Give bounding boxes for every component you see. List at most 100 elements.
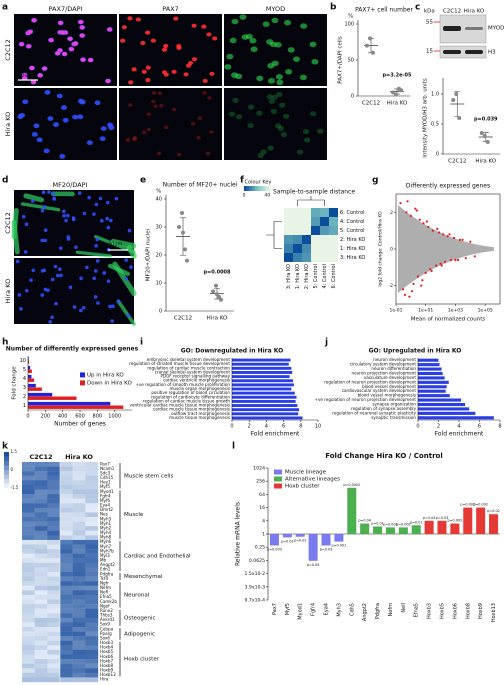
heat-cell [60,549,73,554]
y-unit: % [348,14,353,20]
x-tick-label: 0 [26,414,29,420]
heat-cell [34,562,48,568]
key-swatch [252,186,256,191]
bar [424,520,434,534]
p-value: p=3.2e-05 [382,72,412,78]
heat-cell [22,484,35,490]
row-label: 1: Hira KO [340,246,365,252]
heat-cell [60,631,73,637]
group-label: Muscle [124,512,144,518]
x-tick-label: Hoxb3 [427,603,433,619]
nucleus [171,69,177,74]
nucleus [247,122,254,129]
data-point [405,211,408,214]
heat-cell [60,567,73,573]
gene-label: Myh6 [100,539,112,544]
heat-cell [85,475,99,481]
nucleus [55,51,61,56]
nucleus [206,32,212,37]
panel-label: b [330,3,337,13]
p-value: p=0.03 [320,547,333,551]
heat-cell [47,631,61,637]
nucleus [48,38,54,43]
heat-cell [47,539,61,545]
nucleus [187,60,194,66]
nucleus [173,16,179,21]
nucleus [43,228,48,232]
heat-cell [85,517,99,522]
heat-cell [47,507,61,513]
heat-cell [72,627,86,632]
heat-cell [60,668,73,674]
heat-cell [22,530,35,536]
point-cloud [398,205,494,293]
x-tick-label: 0 [230,424,233,430]
nucleus [66,213,70,218]
nucleus [141,69,147,74]
heat-cell [293,244,302,253]
group-label: Adipogenic [124,631,155,637]
group-label: Muscle stem cells [124,473,174,479]
nucleus [71,217,76,222]
y-tick-label: 1 [23,403,26,409]
nucleus [142,130,147,135]
y-tick-label: 0 [390,247,393,253]
heat-cell [47,512,61,518]
heat-cell [85,530,99,536]
nucleus [232,97,239,103]
heat-cell [34,466,48,472]
heat-cell [47,480,61,486]
heat-cell [60,466,73,472]
heat-cell [34,539,48,545]
heat-cell [34,535,48,541]
key-swatch [263,186,267,191]
channel-label: MYOD [266,5,285,13]
y-tick-label: ventricular cardiac muscle tissue morpho… [130,403,230,408]
gene-label: Nes [100,512,108,517]
nucleus [77,114,84,120]
x-tick-label: Fgfr4 [311,603,317,616]
heat-cell [85,663,99,669]
nucleus [105,200,110,205]
heat-cell [60,654,73,660]
heat-cell [85,562,99,568]
y-tick-label: regulation of synapse assembly [351,406,417,411]
heat-cell [72,590,86,596]
heat-cell [85,608,99,614]
nucleus [100,126,107,131]
nucleus [52,196,56,201]
heat-cell [22,521,35,527]
micrograph [224,88,327,160]
nucleus [52,122,59,128]
bar [232,412,299,416]
gene-label: Fgfr4 [100,493,111,498]
group-label: Neuronal [124,592,150,598]
nucleus [77,191,82,195]
heat-cell [47,567,61,573]
bar [232,358,291,362]
p-value: p=0.002 [448,519,463,523]
nucleus [300,23,308,29]
gene-label: Myh4 [100,530,112,535]
nucleus [94,202,99,207]
heat-cell [47,677,61,683]
bar [232,391,295,395]
data-point [181,230,185,235]
heat-cell [85,489,99,495]
heat-cell [34,521,48,527]
column-label: 6: Control [331,264,337,289]
nucleus [37,73,43,78]
nucleus [287,47,295,53]
nucleus [56,93,63,99]
heat-cell [72,572,86,577]
x-tick-label: Efna5 [414,603,420,617]
nucleus [33,123,40,129]
heat-cell [311,235,320,244]
bar [418,363,440,367]
nucleus [284,19,292,26]
nucleus [311,58,319,65]
heat-cell [22,466,35,472]
heat-cell [47,549,61,554]
data-point [427,225,430,229]
heat-cell [22,462,35,467]
